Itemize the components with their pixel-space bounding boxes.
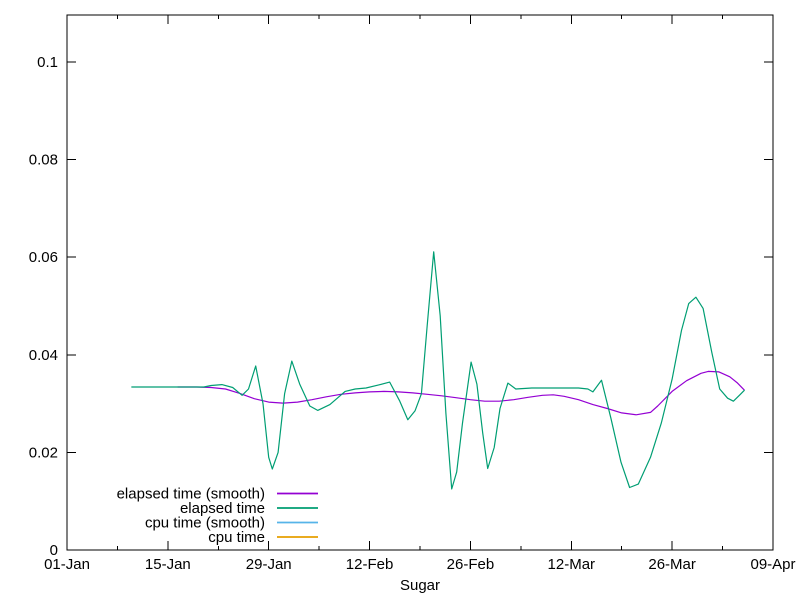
legend-label: elapsed time (smooth) xyxy=(117,486,265,503)
legend-label: elapsed time xyxy=(180,500,265,517)
x-tick-label: 15-Jan xyxy=(145,556,191,573)
x-tick-label: 26-Feb xyxy=(447,556,495,573)
y-tick-label: 0.08 xyxy=(29,152,58,169)
legend-label: cpu time (smooth) xyxy=(145,515,265,532)
y-tick-label: 0.1 xyxy=(37,54,58,71)
x-axis-title: Sugar xyxy=(400,577,440,594)
plot-border xyxy=(66,14,774,551)
y-tick-label: 0 xyxy=(50,542,58,559)
x-tick-label: 12-Feb xyxy=(346,556,394,573)
legend-label: cpu time xyxy=(208,529,265,546)
x-tick-label: 12-Mar xyxy=(548,556,596,573)
x-tick-label: 26-Mar xyxy=(648,556,696,573)
series-line-1 xyxy=(131,251,745,490)
x-tick-label: 09-Apr xyxy=(750,556,795,573)
series-line-0 xyxy=(177,370,745,416)
x-tick-label: 01-Jan xyxy=(44,556,90,573)
y-tick-label: 0.04 xyxy=(29,347,58,364)
x-tick-label: 29-Jan xyxy=(246,556,292,573)
y-tick-label: 0.02 xyxy=(29,444,58,461)
y-tick-label: 0.06 xyxy=(29,249,58,266)
